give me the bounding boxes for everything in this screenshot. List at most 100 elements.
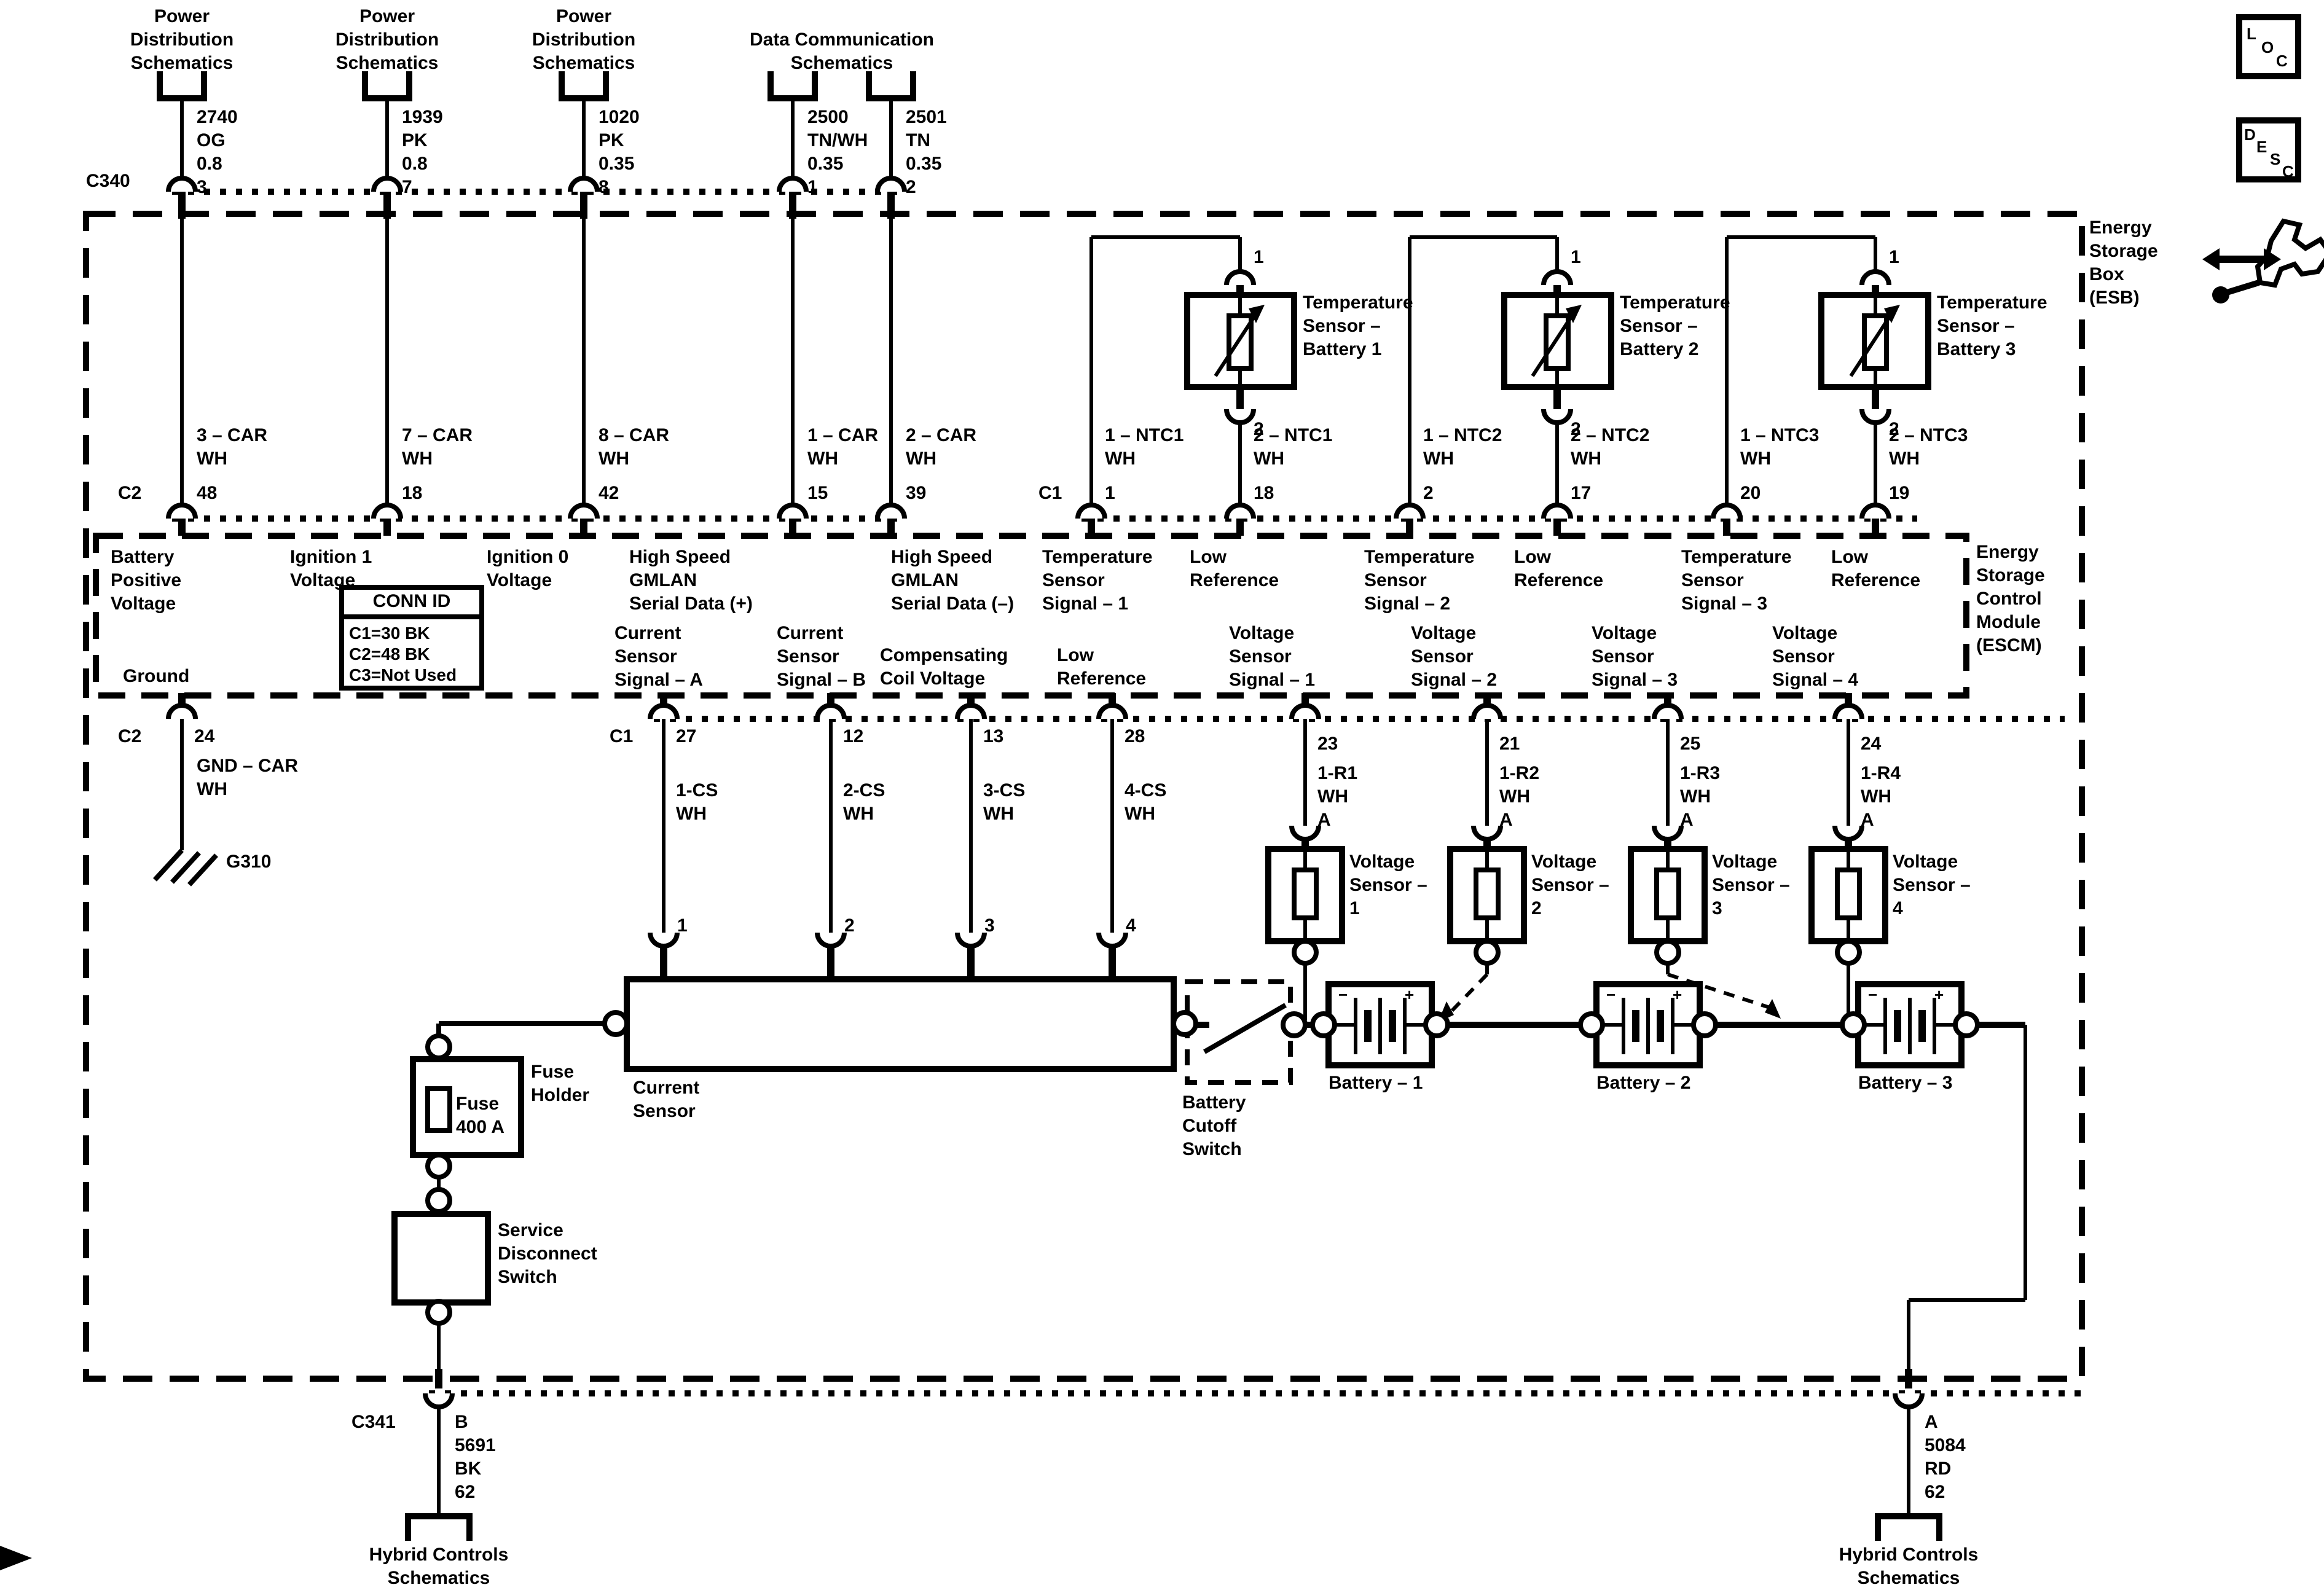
pin-number: 2 — [1889, 419, 1899, 440]
battery-cutoff-switch-label: Battery Cutoff Switch — [1182, 1092, 1246, 1160]
pin-number: 48 — [197, 483, 218, 504]
pin-number: 18 — [1254, 483, 1274, 504]
battery-plus: + — [1405, 985, 1415, 1004]
escm-pin-function: Current Sensor Signal – A — [614, 623, 703, 691]
pin-number: 2 — [1571, 419, 1581, 440]
thermistor-symbol — [1531, 295, 1582, 387]
wire-label: 2 – NTC1 WH — [1254, 425, 1333, 469]
pin-number: 18 — [402, 483, 423, 504]
desc-icon: S — [2270, 150, 2281, 168]
pin-number: 1 — [1105, 483, 1115, 504]
battery-2-label: Battery – 2 — [1596, 1073, 1691, 1094]
ground-node-label: G310 — [226, 852, 272, 872]
escm-pin-function: Low Reference — [1057, 645, 1147, 689]
escm-pin-function: Voltage Sensor Signal – 4 — [1772, 623, 1859, 691]
connector-label-c2: C2 — [118, 483, 142, 504]
connector-label-c2: C2 — [118, 726, 142, 747]
desc-box — [2236, 117, 2301, 182]
offpage-bracket — [866, 71, 916, 101]
wire-label: 1-R1 WH A — [1317, 763, 1358, 831]
schematic-ref-power-3: Power Distribution Schematics — [532, 6, 636, 74]
battery-minus: − — [1868, 985, 1878, 1004]
connector-label-c340: C340 — [86, 171, 130, 192]
wire-label: 1-R4 WH A — [1861, 763, 1901, 831]
thermistor-symbol — [1849, 295, 1900, 387]
temp-sensor-1-label: Temperature Sensor – Battery 1 — [1303, 292, 1413, 360]
fuse-symbol — [425, 1086, 452, 1133]
wire-label: 1-R2 WH A — [1499, 763, 1540, 831]
pin-number: 1 — [1571, 247, 1581, 268]
escm-pin-function: Low Reference — [1831, 547, 1921, 591]
wire-label: 1 – NTC1 WH — [1105, 425, 1184, 469]
connector-label-c341: C341 — [351, 1412, 396, 1433]
battery-minus: − — [1606, 985, 1616, 1004]
loc-box — [2236, 14, 2301, 79]
wire-label: 2 – NTC2 WH — [1571, 425, 1650, 469]
wire-label: GND – CAR WH — [197, 756, 299, 800]
escm-pin-function: Temperature Sensor Signal – 3 — [1681, 547, 1792, 614]
escm-pin-function: High Speed GMLAN Serial Data (+) — [629, 547, 753, 614]
wire-label: 2 – NTC3 WH — [1889, 425, 1968, 469]
pin-number: 12 — [843, 726, 864, 747]
offpage-bracket — [362, 71, 412, 101]
escm-pin-function: Voltage Sensor Signal – 1 — [1229, 623, 1316, 691]
pin-number: 1 — [677, 915, 688, 936]
voltage-sensor-3-label: Voltage Sensor –3 — [1712, 852, 1790, 919]
pin-number: 20 — [1740, 483, 1761, 504]
wire-label: 1-CS WH — [676, 780, 718, 824]
battery-plus: + — [1673, 985, 1682, 1004]
pin-number: 27 — [676, 726, 697, 747]
desc-icon: E — [2256, 138, 2267, 156]
wire-label: 4-CS WH — [1125, 780, 1167, 824]
wire-label: 3-CS WH — [983, 780, 1026, 824]
pin-number: 39 — [906, 483, 927, 504]
pin-number: 2 — [844, 915, 855, 936]
thermistor-symbol — [1214, 295, 1265, 387]
wire-label: 3 – CAR WH — [197, 425, 268, 469]
loc-icon: C — [2276, 52, 2288, 70]
pin-number: 1 — [1889, 247, 1899, 268]
offpage-bracket — [559, 71, 609, 101]
escm-pin-function: Current Sensor Signal – B — [777, 623, 866, 691]
wire-label: 2-CS WH — [843, 780, 885, 824]
battery-cells — [1333, 998, 1957, 1054]
schematic-ref-power-1: Power Distribution Schematics — [130, 6, 234, 74]
wire-label: 1939 PK 0.8 7 — [402, 107, 443, 198]
wire-label: 1 – NTC3 WH — [1740, 425, 1820, 469]
escm-pin-function: Compensating Coil Voltage — [880, 645, 1008, 689]
offpage-bracket — [767, 71, 818, 101]
cutoff-blade — [1203, 1003, 1287, 1054]
pin-number: 3 — [984, 915, 995, 936]
wire-label: A 5084 RD 62 — [1925, 1412, 1966, 1503]
schematic-ref-power-2: Power Distribution Schematics — [335, 6, 439, 74]
esb-boundary — [83, 211, 2085, 1382]
battery-minus: − — [1338, 985, 1348, 1004]
pin-number: 42 — [599, 483, 619, 504]
escm-pin-function: Voltage Sensor Signal – 2 — [1411, 623, 1498, 691]
battery-3-label: Battery – 3 — [1858, 1073, 1953, 1094]
schematic-ref-data-comm: Data Communication Schematics — [749, 29, 934, 74]
fuse-holder-label: Fuse Holder — [531, 1062, 590, 1106]
pin-number: 13 — [983, 726, 1004, 747]
wire-label: 1 – CAR WH — [807, 425, 879, 469]
current-sensor-box — [624, 976, 1177, 1072]
pin-number: 25 — [1680, 734, 1701, 754]
pin-number: 28 — [1125, 726, 1145, 747]
cutoff-linkage-dash — [1450, 973, 1489, 1013]
pin-number: 17 — [1571, 483, 1592, 504]
wrench-icon — [2202, 218, 2324, 304]
pin-number: 2 — [1423, 483, 1434, 504]
ground-symbol — [187, 853, 218, 887]
escm-pin-function: Low Reference — [1514, 547, 1604, 591]
escm-pin-function: Ground — [123, 666, 190, 687]
escm-title: Energy Storage Control Module (ESCM) — [1976, 542, 2045, 656]
linkage-arrowhead — [1765, 999, 1781, 1019]
loc-icon: O — [2261, 38, 2274, 57]
battery-plus: + — [1934, 985, 1944, 1004]
pin-number: 24 — [194, 726, 215, 747]
wire-label: 2740 OG 0.8 3 — [197, 107, 238, 198]
offpage-bracket — [405, 1513, 473, 1541]
page-corner-artifact — [0, 1546, 32, 1570]
